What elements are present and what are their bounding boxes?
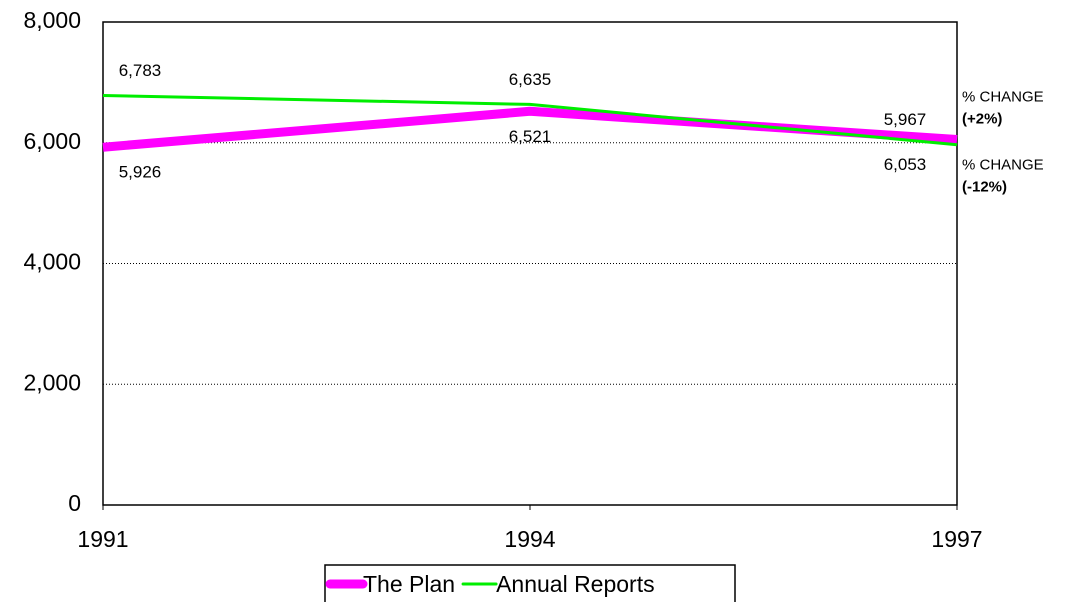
legend: The Plan Annual Reports bbox=[324, 564, 736, 602]
legend-label: The Plan bbox=[363, 571, 455, 597]
y-tick-label: 6,000 bbox=[23, 128, 81, 154]
annotation: % CHANGE bbox=[962, 157, 1044, 174]
x-tick-label: 1991 bbox=[77, 526, 128, 552]
value-label: 6,521 bbox=[509, 127, 552, 146]
y-tick-label: 8,000 bbox=[23, 7, 81, 33]
annotation-detail: (-12%) bbox=[962, 179, 1007, 196]
x-tick-label: 1994 bbox=[504, 526, 555, 552]
y-tick-label: 0 bbox=[68, 490, 81, 516]
legend-box bbox=[324, 564, 736, 602]
x-tick-label: 1997 bbox=[931, 526, 982, 552]
value-label: 6,053 bbox=[884, 155, 927, 174]
y-tick-label: 2,000 bbox=[23, 369, 81, 395]
annotation: % CHANGE bbox=[962, 89, 1044, 106]
series-line bbox=[102, 93, 958, 147]
value-label: 6,635 bbox=[509, 70, 552, 89]
y-tick-label: 4,000 bbox=[23, 249, 81, 275]
value-label: 5,967 bbox=[884, 110, 927, 129]
annotation-detail: (+2%) bbox=[962, 111, 1002, 128]
legend-label: Annual Reports bbox=[496, 571, 655, 597]
value-label: 5,926 bbox=[119, 163, 162, 182]
value-label: 6,783 bbox=[119, 61, 162, 80]
